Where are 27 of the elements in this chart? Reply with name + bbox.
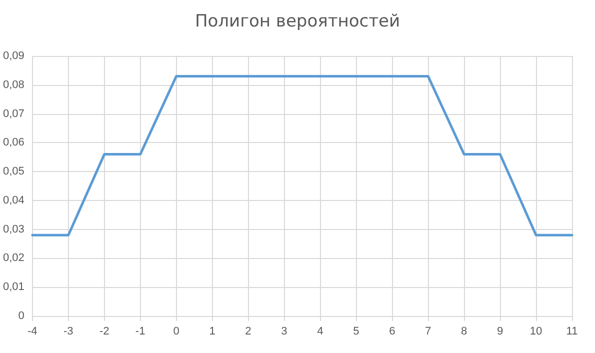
y-tick-label: 0,03 bbox=[2, 223, 24, 236]
x-tick-label: -1 bbox=[135, 326, 146, 338]
y-tick-label: 0,01 bbox=[2, 281, 24, 294]
x-tick-label: 3 bbox=[281, 326, 288, 338]
y-tick-label: 0,04 bbox=[2, 194, 24, 206]
y-tick-label: 0,02 bbox=[2, 252, 24, 264]
x-tick-label: 2 bbox=[245, 326, 252, 338]
x-tick-label: 7 bbox=[425, 326, 432, 338]
x-tick-label: 5 bbox=[353, 326, 360, 338]
y-tick-label: 0,08 bbox=[2, 78, 24, 91]
y-tick-label: 0,06 bbox=[2, 136, 24, 149]
x-tick-label: 1 bbox=[209, 326, 216, 338]
x-tick-label: -4 bbox=[28, 326, 38, 338]
y-tick-label: 0 bbox=[18, 310, 24, 322]
chart-title: Полигон вероятностей bbox=[194, 12, 400, 32]
x-tick-label: 0 bbox=[173, 326, 180, 338]
x-tick-label: 8 bbox=[461, 326, 468, 338]
x-tick-label: 4 bbox=[317, 326, 324, 338]
y-tick-label: 0,07 bbox=[2, 108, 24, 120]
y-tick-label: 0,05 bbox=[2, 166, 24, 178]
x-tick-label: -3 bbox=[63, 326, 74, 338]
x-tick-label: -2 bbox=[99, 326, 110, 338]
x-tick-label: 9 bbox=[496, 326, 504, 338]
x-tick-label: 6 bbox=[389, 326, 396, 338]
x-tick-label: 11 bbox=[566, 326, 578, 338]
x-tick-label: 10 bbox=[530, 326, 542, 338]
y-tick-label: 0,09 bbox=[2, 50, 24, 62]
